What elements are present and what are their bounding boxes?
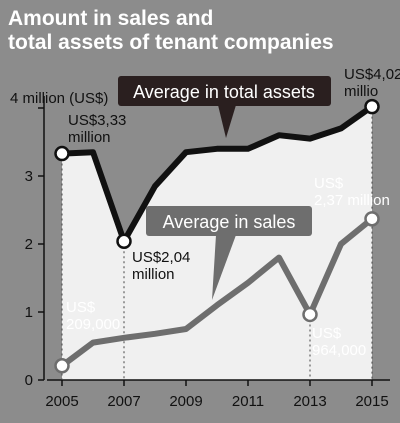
value-annotation-line: 2,37 million bbox=[314, 192, 390, 209]
value-annotation-line: US$2,04 bbox=[132, 249, 190, 266]
y-tick-label: 1 bbox=[25, 304, 33, 321]
x-tick-label: 2015 bbox=[355, 393, 388, 410]
value-annotation-line: US$3,33 bbox=[68, 112, 126, 129]
assets-point-marker bbox=[54, 145, 70, 162]
x-tick-label: 2009 bbox=[169, 393, 202, 410]
y-tick-label: 2 bbox=[25, 236, 33, 253]
value-annotation: US$4,02 millio bbox=[344, 66, 400, 100]
value-annotation-line: 964,000 bbox=[312, 342, 366, 359]
value-annotation: US$ 209,000 bbox=[66, 299, 120, 333]
assets-series-line bbox=[61, 104, 374, 245]
y-unit-label: 4 million (US$) bbox=[10, 90, 108, 107]
sales-point-marker bbox=[364, 211, 380, 227]
value-annotation-line: US$ bbox=[66, 299, 96, 316]
sales-series-line bbox=[60, 216, 374, 369]
sales-point-marker bbox=[54, 358, 70, 374]
value-annotation: US$ 2,37 million bbox=[314, 175, 390, 209]
value-annotation-line: US$4,02 bbox=[344, 66, 400, 83]
x-tick-label: 2007 bbox=[107, 393, 140, 410]
assets-callout: Average in total assets bbox=[118, 76, 331, 138]
value-annotation-line: million bbox=[132, 266, 175, 283]
y-tick-label: 3 bbox=[25, 168, 33, 185]
sales-callout: Average in sales bbox=[146, 206, 312, 300]
y-tick-label: 0 bbox=[25, 372, 33, 389]
value-annotation: US$3,33 million bbox=[68, 112, 126, 146]
value-annotation-line: US$ bbox=[312, 325, 342, 342]
value-annotation-line: millio bbox=[344, 83, 378, 100]
value-annotation-line: 209,000 bbox=[66, 316, 120, 333]
sales-point-marker bbox=[302, 306, 318, 323]
value-annotation: US$2,04 million bbox=[132, 249, 190, 283]
sales-callout-pointer bbox=[212, 235, 236, 300]
x-tick-label: 2011 bbox=[232, 393, 264, 410]
assets-point-marker bbox=[364, 98, 380, 115]
axes: 0 1 2 3 2005 2007 2009 2011 2013 2015 bbox=[25, 96, 390, 410]
sales-callout-label: Average in sales bbox=[163, 212, 296, 232]
guide-lines bbox=[61, 106, 373, 380]
chart-title-line-1: Amount in sales and bbox=[8, 7, 213, 30]
chart-title-line-2: total assets of tenant companies bbox=[8, 31, 334, 54]
assets-callout-label: Average in total assets bbox=[133, 82, 315, 102]
x-tick-label: 2005 bbox=[45, 393, 78, 410]
point-markers bbox=[54, 98, 380, 374]
assets-callout-box bbox=[118, 76, 331, 106]
assets-point-marker bbox=[116, 233, 132, 250]
value-annotation: US$ 964,000 bbox=[312, 325, 366, 359]
x-tick-label: 2013 bbox=[293, 393, 326, 410]
sales-callout-box bbox=[146, 206, 312, 236]
value-annotation-line: US$ bbox=[314, 175, 344, 192]
assets-callout-pointer bbox=[218, 105, 236, 138]
value-annotation-line: million bbox=[68, 129, 111, 146]
